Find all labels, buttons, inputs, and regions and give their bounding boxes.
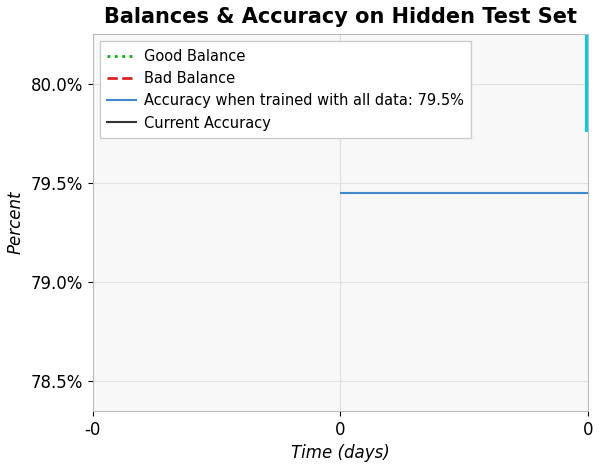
Y-axis label: Percent: Percent (7, 191, 25, 254)
Legend: Good Balance, Bad Balance, Accuracy when trained with all data: 79.5%, Current A: Good Balance, Bad Balance, Accuracy when… (100, 41, 471, 138)
Title: Balances & Accuracy on Hidden Test Set: Balances & Accuracy on Hidden Test Set (104, 7, 577, 27)
X-axis label: Time (days): Time (days) (291, 444, 389, 462)
